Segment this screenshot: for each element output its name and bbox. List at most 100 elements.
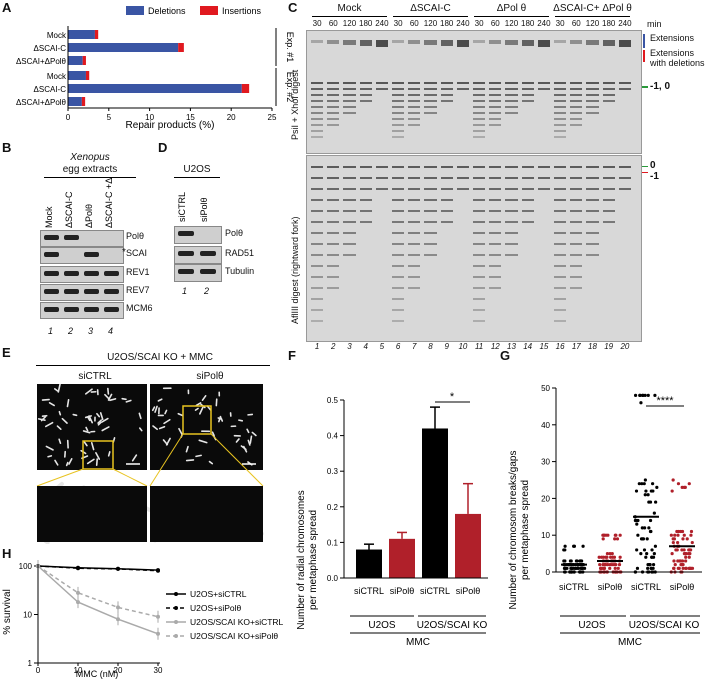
g-dot — [689, 529, 694, 534]
c-bottom-band — [602, 166, 615, 168]
g-ytick-label: 30 — [541, 458, 550, 467]
c-ladder-band — [570, 88, 583, 90]
chromosome — [57, 384, 61, 393]
g-dot — [643, 393, 647, 397]
c-top-band — [618, 40, 631, 47]
c-ladder-band — [392, 106, 405, 108]
c-ladder-band — [343, 112, 356, 114]
c-lane-number: 11 — [474, 342, 484, 351]
c-bottom-band — [327, 287, 340, 289]
chromosome — [97, 421, 102, 426]
c-ladder-band — [311, 100, 324, 102]
g-dot — [602, 566, 606, 570]
c-bottom-band — [327, 254, 340, 256]
c-ladder-band — [489, 100, 502, 102]
g-dot — [634, 489, 639, 493]
c-bottom-band — [343, 243, 356, 245]
c-ladder-band — [392, 136, 405, 138]
chromosome — [101, 417, 109, 423]
chromosome — [87, 416, 91, 422]
a-row-label: ΔSCAI+ΔPolθ — [16, 57, 67, 66]
b-lane-mock: Mock — [44, 206, 54, 228]
f-bar-label: siPolθ — [456, 586, 481, 596]
e-cond-sictrl: siCTRL — [78, 371, 112, 382]
c-ladder-band — [456, 88, 469, 90]
chromosome — [65, 461, 69, 467]
c-bottom-band — [554, 177, 567, 179]
c-top-band — [586, 40, 599, 45]
chromosome — [194, 407, 199, 411]
c-ladder-band — [570, 124, 583, 126]
g-dot — [670, 552, 674, 556]
c-ladder-band — [570, 100, 583, 102]
panel-a-xlabel: Repair products (%) — [126, 120, 215, 131]
chromosome — [101, 426, 110, 432]
chromosome — [218, 415, 222, 423]
c-bottom-band — [537, 188, 550, 190]
g-dot — [615, 537, 620, 541]
c-ladder-band — [311, 106, 324, 108]
c-bottom-band — [489, 276, 502, 278]
f-ytick-label: 0.0 — [327, 574, 339, 583]
g-dot — [563, 566, 567, 570]
a-bar-deletions — [68, 56, 83, 65]
c-ladder-band — [473, 130, 486, 132]
c-ladder-band — [440, 88, 453, 90]
c-bottom-band — [424, 210, 437, 212]
g-dot — [637, 482, 641, 486]
g-dot — [687, 555, 691, 559]
g-dot — [575, 566, 579, 570]
c-bottom-band — [473, 309, 486, 311]
c-bottom-band — [473, 320, 486, 322]
c-top-band — [408, 40, 421, 44]
c-ladder-band — [440, 94, 453, 96]
c-group-label: Mock — [337, 3, 362, 14]
c-ladder-band — [424, 106, 437, 108]
c-bottom-band — [359, 177, 372, 179]
c-ladder-band — [570, 94, 583, 96]
c-bottom-band — [343, 221, 356, 223]
c-bottom-band — [408, 199, 421, 201]
c-ladder-band — [343, 82, 356, 84]
c-bottom-band — [586, 188, 599, 190]
g-dot — [653, 393, 657, 397]
f-ytick-label: 0.2 — [327, 503, 339, 512]
c-bottom-band — [570, 265, 583, 267]
c-bottom-band — [327, 166, 340, 168]
chromosome — [242, 445, 248, 453]
c-ext-marker — [643, 34, 645, 48]
g-dot — [655, 485, 659, 489]
c-bottom-band — [570, 243, 583, 245]
c-top-band — [602, 40, 615, 46]
h-series-line — [37, 565, 159, 635]
panel-e-micrographs — [36, 384, 264, 544]
a-xtick-label: 20 — [227, 113, 236, 122]
g-dot — [642, 548, 647, 552]
c-ladder-band — [424, 88, 437, 90]
c-time-label: 30 — [555, 19, 565, 28]
c-bottom-band — [521, 210, 534, 212]
g-dot — [582, 566, 587, 570]
c-ladder-band — [505, 82, 518, 84]
c-label-ext-del: Extensions with deletions — [650, 48, 705, 68]
c-bottom-band — [586, 199, 599, 201]
c-bottom-band — [359, 188, 372, 190]
c-bottom-band — [408, 254, 421, 256]
c-ladder-band — [602, 88, 615, 90]
g-ytick-label: 20 — [541, 494, 550, 503]
chromosome — [185, 459, 195, 462]
c-bottom-band — [489, 177, 502, 179]
g-dot — [676, 566, 680, 570]
c-ladder-band — [602, 100, 615, 102]
c-time-label: 240 — [537, 19, 551, 28]
c-ladder-band — [505, 88, 518, 90]
c-bottom-band — [424, 232, 437, 234]
f-sig: * — [450, 391, 455, 403]
c-bottom-band — [489, 287, 502, 289]
chromosome — [58, 410, 62, 416]
b-band — [104, 271, 119, 276]
c-time-label: 60 — [328, 19, 338, 28]
h-ytick-label: 10 — [23, 611, 32, 620]
c-bottom-band — [327, 265, 340, 267]
c-ladder-band — [311, 82, 324, 84]
